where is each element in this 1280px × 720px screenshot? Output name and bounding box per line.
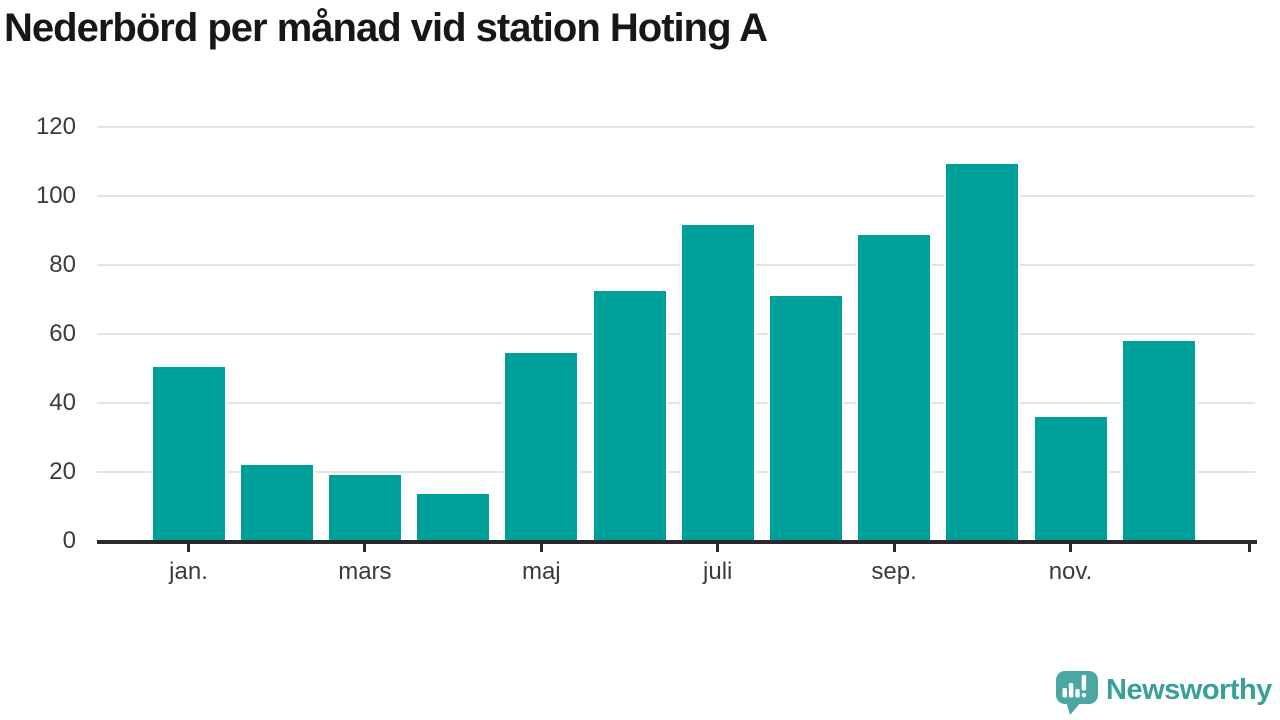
x-axis-tick-label: sep. [871, 558, 917, 585]
gridline-80 [97, 263, 1255, 266]
y-axis-tick-label: 80 [49, 250, 76, 278]
y-axis-tick-label: 40 [49, 388, 76, 416]
chart-title: Nederbörd per månad vid station Hoting A [4, 6, 768, 50]
gridline-100 [97, 194, 1255, 197]
x-axis-end-tick [1248, 543, 1251, 552]
x-axis-tick [539, 543, 543, 552]
y-axis-tick-label: 120 [35, 112, 76, 140]
bar-nov. [1034, 416, 1107, 541]
bar-mars [328, 475, 401, 541]
x-axis-tick [363, 543, 367, 552]
bar-sep. [858, 235, 931, 541]
newsworthy-speech-bubble-bar-chart-icon [1056, 671, 1098, 715]
x-axis-tick-label: nov. [1048, 558, 1093, 585]
bar-feb. [240, 465, 313, 541]
newsworthy-logo-text: Newsworthy [1106, 674, 1272, 706]
bar-juni [593, 290, 666, 541]
bar-aug. [769, 295, 842, 541]
y-axis-tick-label: 0 [62, 527, 76, 554]
bar-jan. [152, 366, 225, 541]
y-axis-tick-label: 60 [49, 319, 76, 347]
x-axis-tick [892, 543, 896, 552]
x-axis-tick-label: maj [521, 558, 561, 585]
newsworthy-logo: Newsworthy [1055, 670, 1272, 718]
x-axis-tick-label: mars [338, 558, 392, 585]
x-axis-tick-label: jan. [169, 558, 208, 585]
bar-apr. [417, 494, 490, 541]
x-axis-tick [1069, 543, 1072, 552]
x-axis-tick-label: juli [703, 558, 733, 585]
gridline-40 [97, 401, 1255, 404]
bar-juli [681, 224, 754, 541]
x-axis-line [97, 540, 1257, 544]
y-axis-tick-label: 20 [49, 457, 76, 485]
gridline-120 [97, 125, 1255, 128]
y-axis-tick-label: 100 [35, 181, 76, 209]
x-axis-tick [716, 543, 720, 552]
bar-maj [505, 352, 578, 541]
gridline-60 [97, 332, 1255, 335]
gridline-20 [97, 470, 1255, 473]
bar-okt. [946, 164, 1019, 541]
bar-dec. [1122, 340, 1195, 541]
x-axis-tick [187, 543, 190, 552]
